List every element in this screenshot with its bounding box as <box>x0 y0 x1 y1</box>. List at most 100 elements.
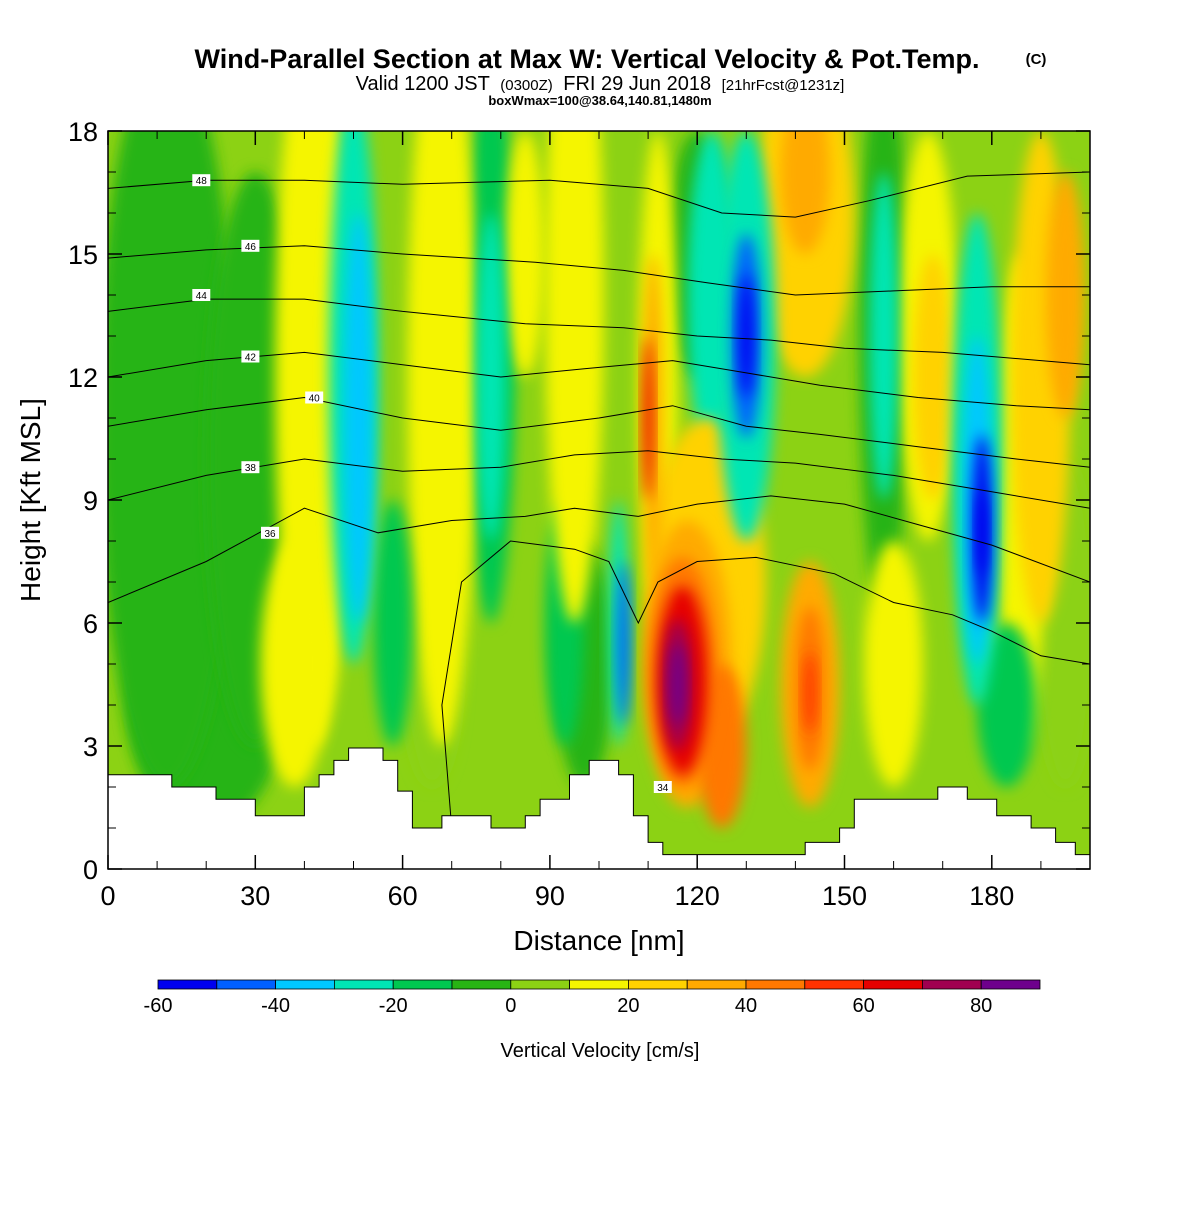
colorbar-swatch <box>275 979 335 990</box>
terrain-mask <box>108 748 1090 869</box>
velocity-cell <box>804 651 816 734</box>
colorbar-swatch <box>216 979 277 990</box>
velocity-cell <box>670 643 685 726</box>
velocity-cell <box>977 491 987 574</box>
colorbar-tick-label: 20 <box>617 995 639 1017</box>
theta-contour-line <box>441 540 1090 829</box>
velocity-cell <box>869 172 899 500</box>
contour-label: 40 <box>309 394 321 405</box>
velocity-cell <box>1045 172 1085 418</box>
velocity-cell <box>913 254 953 500</box>
theta-contour-line <box>108 450 1090 509</box>
theta-contour-line <box>108 171 1090 218</box>
colorbar-swatch <box>980 979 1041 990</box>
colorbar-swatch <box>686 979 747 990</box>
contour-label-bg <box>192 174 211 187</box>
contour-label: 48 <box>196 176 208 187</box>
velocity-cell <box>505 131 545 377</box>
theta-contour-line <box>108 495 1090 603</box>
colorbar-swatch <box>745 979 806 990</box>
contour-label-bg <box>241 350 260 363</box>
contour-label: 34 <box>657 783 669 794</box>
colorbar-swatch <box>392 979 453 990</box>
velocity-cell <box>977 623 1036 787</box>
plot-area <box>108 131 1090 869</box>
theta-contour-line <box>108 396 1090 468</box>
colorbar: -60 -40 -20 0 20 40 60 80 <box>144 979 1041 1017</box>
forecast-info: [21hrFcst@1231z] <box>722 77 845 94</box>
colorbar-tick-label: 40 <box>735 995 757 1017</box>
box-info: boxWmax=100@38.64,140.81,1480m <box>488 93 711 108</box>
velocity-cell <box>864 541 924 787</box>
velocity-cell <box>617 561 630 726</box>
copyright-mark: (C) <box>1026 51 1047 68</box>
velocity-cell <box>343 213 374 623</box>
y-tick-label: 0 <box>83 855 98 885</box>
x-tick-label: 90 <box>535 881 565 911</box>
contour-label: 38 <box>245 463 257 474</box>
colorbar-swatch <box>922 979 982 990</box>
y-axis-label: Height [Kft MSL] <box>15 398 46 602</box>
theta-contour-line <box>108 298 1090 366</box>
y-tick-label: 6 <box>83 609 98 639</box>
velocity-cell <box>373 500 413 746</box>
x-axis: 0 30 60 90 120 150 180 <box>100 131 1042 911</box>
valid-prefix: Valid 1200 JST <box>356 73 490 95</box>
contour-label-bg <box>261 526 279 539</box>
velocity-cell <box>780 131 830 254</box>
colorbar-tick-label: -60 <box>144 995 173 1017</box>
contour-label-bg <box>241 461 260 474</box>
colorbar-swatch <box>804 979 864 990</box>
velocity-cell <box>738 274 754 398</box>
velocity-cell <box>407 131 477 746</box>
y-tick-label: 15 <box>68 240 98 270</box>
theta-contour-line <box>108 245 1090 296</box>
x-tick-label: 60 <box>388 881 418 911</box>
velocity-cell <box>545 131 604 623</box>
contour-label: 44 <box>196 291 208 302</box>
x-tick-label: 30 <box>240 881 270 911</box>
contour-label-bg <box>192 289 211 301</box>
contour-label-bg <box>653 781 672 793</box>
valid-date: FRI 29 Jun 2018 <box>563 73 711 95</box>
velocity-field <box>108 131 1090 869</box>
valid-utc: (0300Z) <box>500 77 553 94</box>
colorbar-label: Vertical Velocity [cm/s] <box>501 1040 700 1062</box>
x-axis-label: Distance [nm] <box>513 925 684 956</box>
x-tick-label: 0 <box>100 881 115 911</box>
theta-contour-line <box>108 351 1090 411</box>
colorbar-swatch <box>157 979 218 990</box>
contour-label: 46 <box>245 242 257 253</box>
y-tick-label: 18 <box>68 117 98 147</box>
x-tick-label: 120 <box>675 881 720 911</box>
contour-label-bg <box>241 239 260 252</box>
velocity-cell <box>476 213 506 541</box>
velocity-cell <box>643 336 653 500</box>
theta-contours <box>108 171 1090 829</box>
theta-contour-labels: 34 36 38 40 42 44 46 48 <box>192 174 672 794</box>
colorbar-tick-label: -40 <box>261 995 290 1017</box>
colorbar-tick-label: 80 <box>970 995 992 1017</box>
y-tick-label: 9 <box>83 486 98 516</box>
contour-label-bg <box>305 391 324 404</box>
y-tick-label: 12 <box>68 363 98 393</box>
colorbar-swatch <box>628 979 688 990</box>
velocity-cell <box>260 541 329 787</box>
colorbar-tick-label: 60 <box>852 995 874 1017</box>
colorbar-swatch <box>863 979 923 990</box>
contour-label: 36 <box>264 529 276 540</box>
colorbar-tick-label: -20 <box>379 995 408 1017</box>
terrain-outline <box>108 747 1090 856</box>
chart-title: Wind-Parallel Section at Max W: Vertical… <box>195 44 980 74</box>
colorbar-tick-label: 0 <box>505 995 516 1017</box>
x-tick-label: 180 <box>969 881 1014 911</box>
colorbar-swatch <box>510 979 570 990</box>
y-tick-label: 3 <box>83 732 98 762</box>
colorbar-swatch <box>333 979 394 990</box>
colorbar-swatch <box>569 979 629 990</box>
chart-valid-line: Valid 1200 JST (0300Z) FRI 29 Jun 2018 [… <box>356 73 845 95</box>
colorbar-swatch <box>451 979 512 990</box>
